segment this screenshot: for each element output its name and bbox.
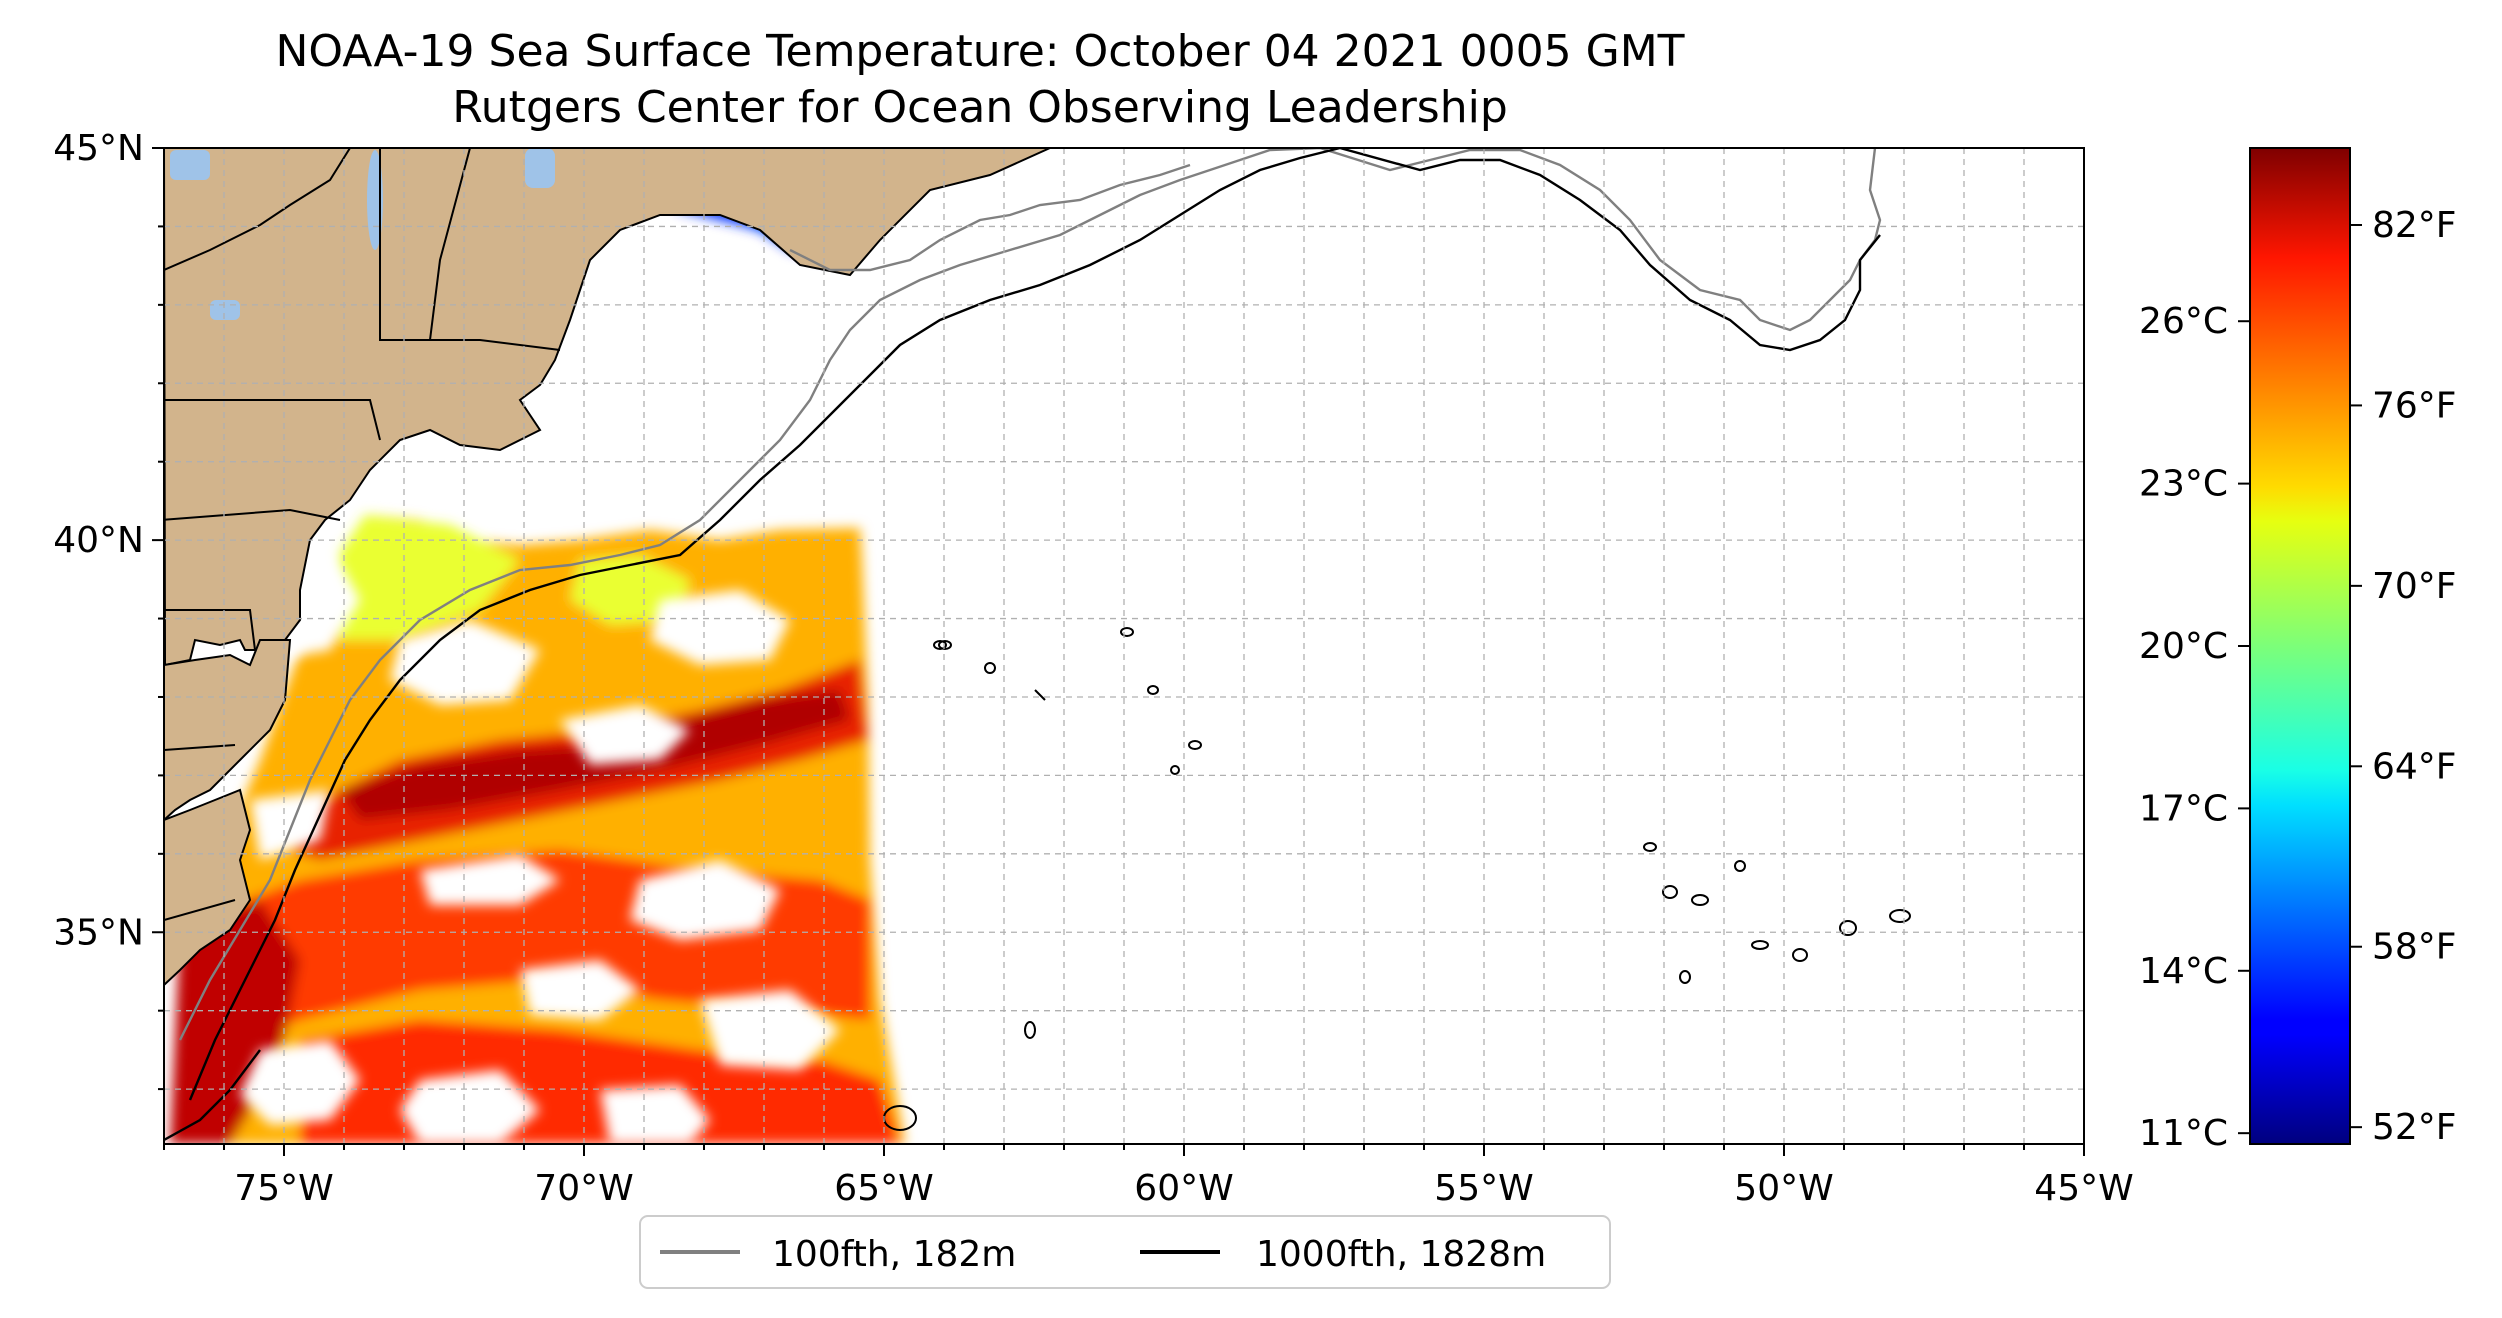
cloud-gap [390,620,540,705]
cloud-gap [560,705,690,765]
colorbar-fahrenheit-label: 52°F [2372,1107,2457,1148]
seamount [1889,909,1911,923]
map-subtitle: Rutgers Center for Ocean Observing Leade… [452,82,1508,133]
seamounts [883,627,1911,1131]
cloud-gap [600,1085,710,1144]
colorbar-fahrenheit-label: 58°F [2372,927,2457,968]
seamount [938,640,952,650]
seamount [1024,1021,1036,1039]
seamount [1691,894,1709,906]
seamount [1792,948,1808,962]
seamount [1751,940,1769,950]
x-tick-label: 50°W [1734,1168,1833,1209]
legend-box [639,1215,1611,1289]
land-delmarva [164,639,292,822]
isobath-legend: 100fth, 182m 1000fth, 1828m [639,1215,1611,1289]
state-borders [164,148,561,921]
colorbar-celsius-label: 17°C [2139,788,2228,829]
y-axis-ticks: 45°N 40°N 35°N [53,128,164,1091]
seamount [1643,842,1657,852]
seamount [1188,740,1202,750]
x-tick-label: 75°W [234,1168,333,1209]
lake [210,300,240,320]
x-tick-label: 45°W [2034,1168,2133,1209]
seamount [1120,627,1134,637]
sst-yellow-nearshore [320,515,520,640]
colorbar-fahrenheit-label: 70°F [2372,566,2457,607]
colorbar-celsius-ticks: 11°C 14°C 17°C 20°C 23°C 26°C [2139,301,2250,1154]
colorbar: 11°C 14°C 17°C 20°C 23°C 26°C 52°F 58°F 64°F 70°… [2139,147,2457,1154]
colorbar-fahrenheit-label: 76°F [2372,385,2457,426]
colorbar-celsius-label: 11°C [2139,1113,2228,1154]
seamount [1662,885,1678,899]
seamount [1839,920,1857,936]
map-content [164,148,2084,1144]
seamount [1170,765,1180,775]
y-tick-label: 40°N [53,520,144,561]
colorbar-fahrenheit-ticks: 52°F 58°F 64°F 70°F 76°F 82°F [2350,205,2457,1148]
seamount [1147,685,1159,695]
isobath-1000fth-line [188,148,1881,1101]
y-tick-label: 45°N [53,128,144,169]
seamount [984,662,996,674]
colorbar-celsius-label: 26°C [2139,301,2228,342]
cloud-gap [240,1040,360,1125]
land-us-east [164,148,1051,667]
legend-label-100fth: 100fth, 182m [772,1234,1016,1275]
map-title: NOAA-19 Sea Surface Temperature: October… [275,26,1685,77]
cloud-gap [700,990,840,1070]
map-grid [164,148,2084,1144]
cloud-gap [420,855,560,905]
cloud-gap [520,960,640,1020]
land-carolinas [164,788,252,987]
seamount [1034,689,1046,701]
y-tick-label: 35°N [53,912,144,953]
isobath-100fth [178,148,1882,1041]
colorbar-celsius-label: 23°C [2139,464,2228,505]
seamount [1734,860,1746,872]
x-tick-label: 60°W [1134,1168,1233,1209]
x-tick-label: 70°W [534,1168,633,1209]
coast-detail [164,1049,261,1142]
land-mass [164,148,1051,987]
colorbar-celsius-label: 14°C [2139,951,2228,992]
cloud-gap [650,590,790,665]
isobath-100fth-line [178,148,1882,1041]
sst-darkred-shelf [170,900,300,1144]
x-tick-label: 55°W [1434,1168,1533,1209]
colorbar-fahrenheit-label: 82°F [2372,205,2457,246]
colorbar-gradient [2249,147,2351,1145]
lake [525,148,555,188]
x-axis-ticks: 75°W 70°W 65°W 60°W 55°W 50°W 45°W [163,1144,2134,1209]
x-tick-label: 65°W [834,1168,933,1209]
legend-label-1000fth: 1000fth, 1828m [1256,1234,1546,1275]
lake [170,150,210,180]
seamount [1679,970,1691,984]
colorbar-celsius-label: 20°C [2139,626,2228,667]
cloud-gap [250,790,330,860]
isobath-100fth-bank [789,163,1191,272]
colorbar-fahrenheit-label: 64°F [2372,746,2457,787]
cloud-gap [630,860,780,940]
isobath-1000fth [164,148,1881,1142]
cloud-mask [240,545,840,1144]
seamount [933,640,947,650]
